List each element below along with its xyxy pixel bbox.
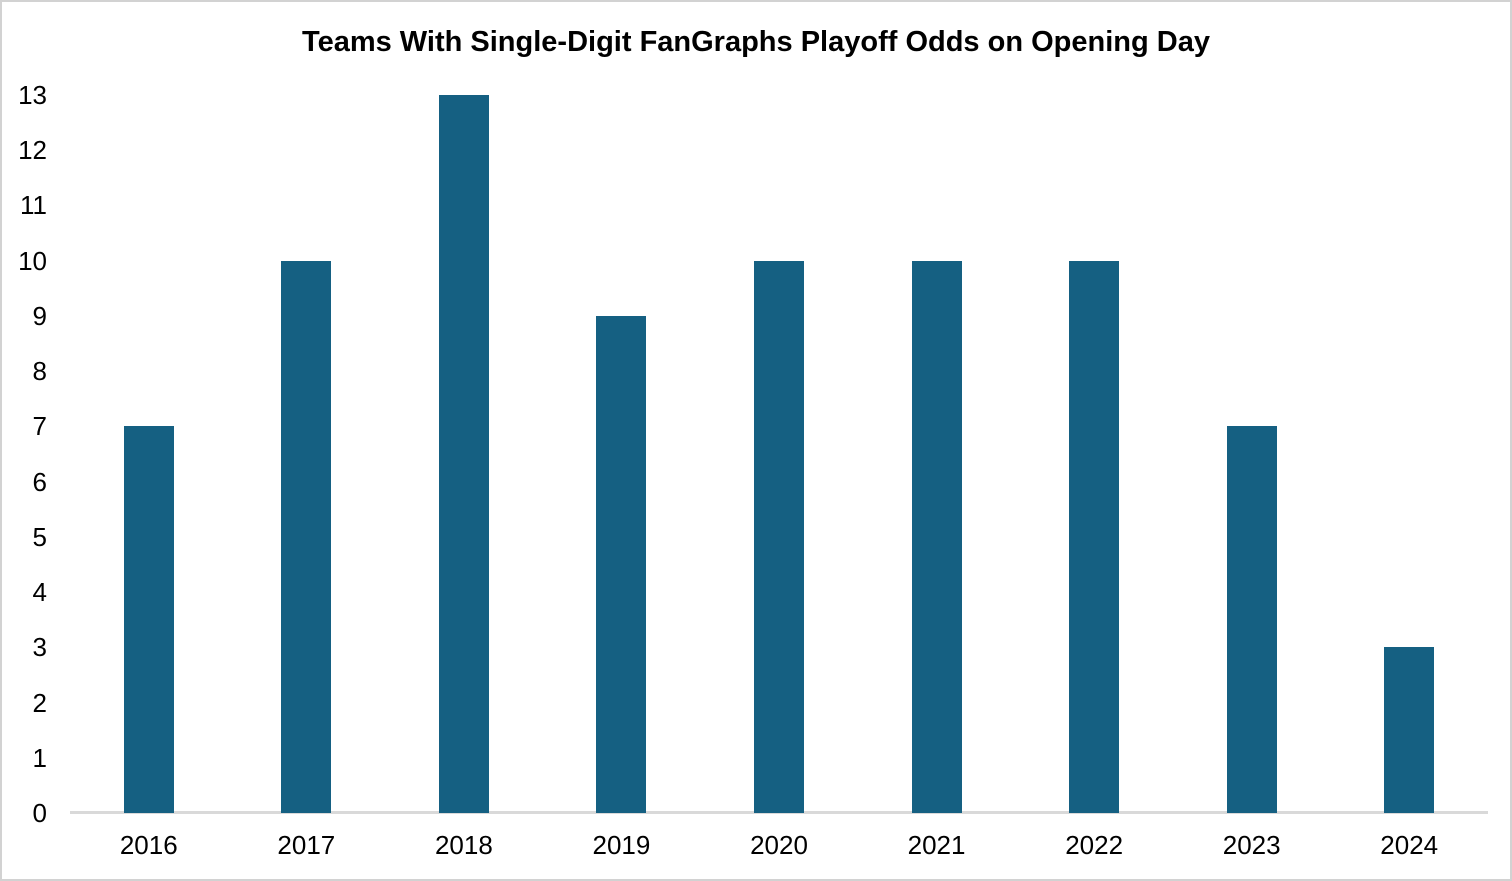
plot-area — [70, 95, 1488, 814]
x-tick-label: 2024 — [1380, 830, 1439, 860]
y-tick-label: 9 — [32, 300, 47, 331]
bar-2017 — [281, 260, 332, 813]
x-tick-label: 2020 — [750, 830, 808, 860]
bar-2021 — [911, 260, 962, 813]
y-tick-label: 12 — [18, 135, 47, 166]
bar-2016 — [123, 426, 174, 813]
y-tick-label: 8 — [32, 356, 47, 387]
y-tick-label: 13 — [18, 80, 47, 110]
bar-2018 — [438, 95, 489, 813]
y-tick-label: 4 — [32, 577, 47, 608]
y-tick-label: 11 — [20, 190, 47, 221]
y-tick-label: 7 — [32, 411, 47, 442]
x-tick-label: 2017 — [277, 830, 336, 860]
y-tick-label: 1 — [32, 742, 47, 773]
x-tick-label: 2019 — [592, 830, 651, 860]
bar-2024 — [1384, 647, 1435, 813]
bar-2022 — [1069, 260, 1120, 813]
y-tick-label: 10 — [18, 245, 47, 276]
bar-2020 — [754, 260, 804, 813]
x-tick-label: 2018 — [434, 830, 493, 860]
y-tick-label: 6 — [32, 466, 47, 497]
x-tick-label: 2016 — [119, 830, 178, 860]
x-tick-label: 2021 — [907, 830, 966, 860]
y-tick-label: 2 — [32, 687, 47, 718]
x-tick-label: 2023 — [1222, 830, 1281, 860]
bar-2023 — [1226, 426, 1277, 813]
x-tick-label: 2022 — [1065, 830, 1124, 860]
bar-2019 — [596, 315, 647, 813]
y-tick-label: 3 — [32, 632, 47, 663]
y-tick-label: 0 — [32, 798, 47, 828]
chart-title: Teams With Single-Digit FanGraphs Playof… — [302, 26, 1210, 58]
y-tick-label: 5 — [32, 521, 47, 552]
